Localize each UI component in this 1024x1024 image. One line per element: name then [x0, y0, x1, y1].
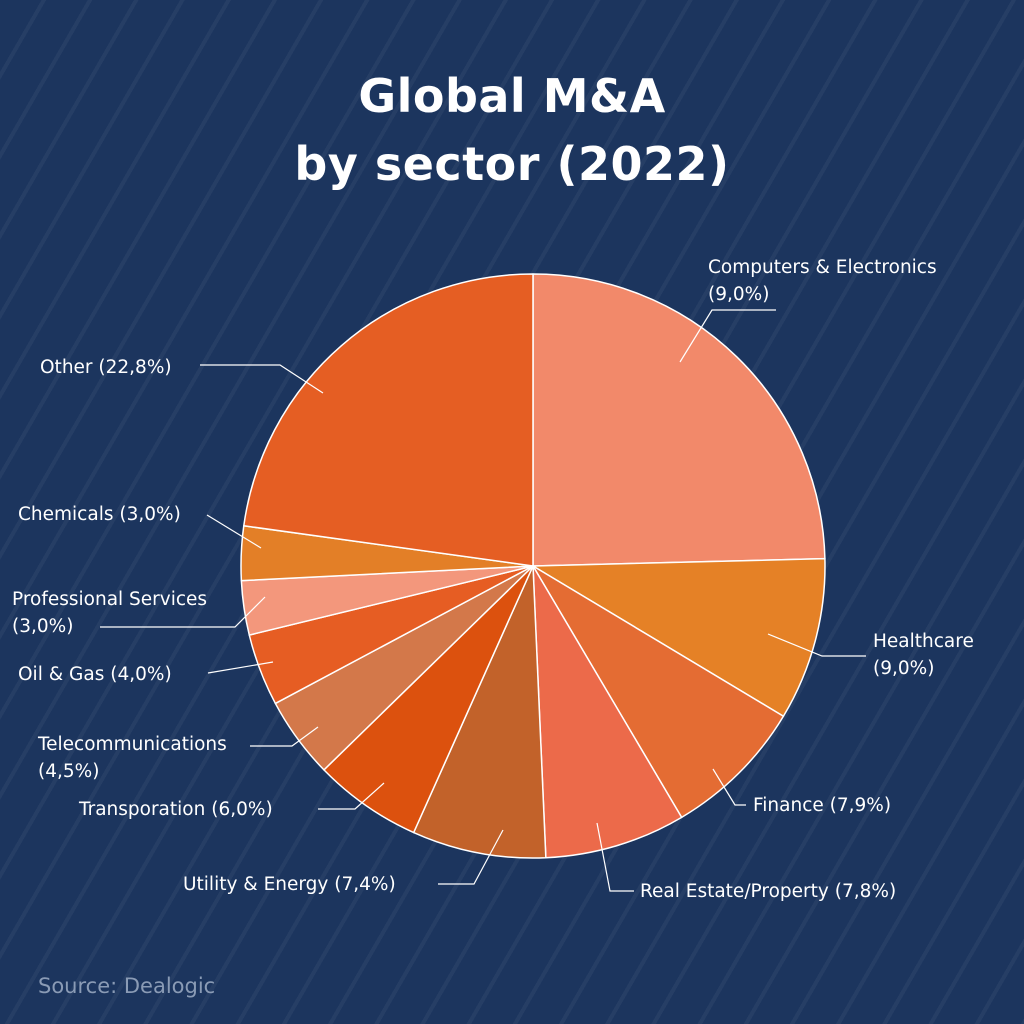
label-name: Oil & Gas — [18, 664, 105, 685]
label-value: (7,9%) — [829, 795, 892, 816]
label-oil-gas: Oil & Gas (4,0%) — [18, 661, 172, 688]
leader-line-chemicals — [206, 514, 262, 549]
pie-slice-other — [243, 273, 534, 567]
leader-line-healthcare — [767, 633, 866, 657]
label-name: Healthcare — [873, 631, 974, 652]
label-value: (7,8%) — [834, 881, 897, 902]
chart-title: Global M&A by sector (2022) — [0, 62, 1024, 198]
chart-title-line-1: Global M&A — [358, 69, 666, 123]
label-name: Computers & Electronics — [708, 257, 937, 278]
source-note: Source: Dealogic — [38, 974, 216, 998]
label-value: (3,0%) — [12, 616, 74, 637]
label-name: Utility & Energy — [183, 874, 329, 895]
label-real-estate: Real Estate/Property (7,8%) — [640, 878, 896, 905]
label-transport: Transporation (6,0%) — [79, 796, 273, 823]
pie-slice-real-estate-property — [532, 565, 683, 859]
label-value: (7,4%) — [334, 874, 396, 895]
label-name: Telecommunications — [38, 734, 227, 755]
label-name: Finance — [753, 795, 824, 816]
pie-slice-utility-energy — [412, 565, 547, 859]
label-value: (4,0%) — [110, 664, 172, 685]
leader-lines — [100, 309, 866, 892]
chart-title-line-2: by sector (2022) — [294, 137, 730, 191]
leader-line-professional — [100, 596, 266, 628]
pie-slice-computers-electronics — [532, 273, 826, 567]
label-name: Transporation — [79, 799, 206, 820]
leader-line-utility — [438, 829, 504, 885]
label-other: Other (22,8%) — [40, 354, 172, 381]
label-value: (22,8%) — [98, 357, 172, 378]
pie-slice-healthcare — [532, 557, 826, 717]
leader-line-oil — [207, 661, 274, 674]
label-value: (3,0%) — [119, 504, 181, 525]
label-professional: Professional Services (3,0%) — [12, 586, 207, 640]
label-value: (6,0%) — [211, 799, 273, 820]
label-utility: Utility & Energy (7,4%) — [183, 871, 396, 898]
label-name: Chemicals — [18, 504, 114, 525]
label-name: Real Estate/Property — [640, 881, 829, 902]
leader-line-computers — [679, 309, 776, 363]
label-computers: Computers & Electronics (9,0%) — [708, 254, 937, 308]
label-value: (9,0%) — [708, 284, 770, 305]
label-chemicals: Chemicals (3,0%) — [18, 501, 181, 528]
leader-line-finance — [712, 768, 746, 806]
label-name: Professional Services — [12, 589, 208, 610]
label-name: Other — [40, 357, 93, 378]
label-value: (9,0%) — [873, 658, 935, 679]
pie-slice-finance — [532, 565, 785, 819]
label-value: (4,5%) — [38, 761, 100, 782]
leader-line-other — [200, 364, 324, 394]
leader-line-telecom — [250, 726, 319, 747]
label-healthcare: Healthcare (9,0%) — [873, 628, 974, 682]
leader-line-transport — [318, 782, 385, 810]
leader-line-real-estate — [596, 822, 634, 892]
label-finance: Finance (7,9%) — [753, 792, 891, 819]
label-telecom: Telecommunications (4,5%) — [38, 731, 227, 785]
